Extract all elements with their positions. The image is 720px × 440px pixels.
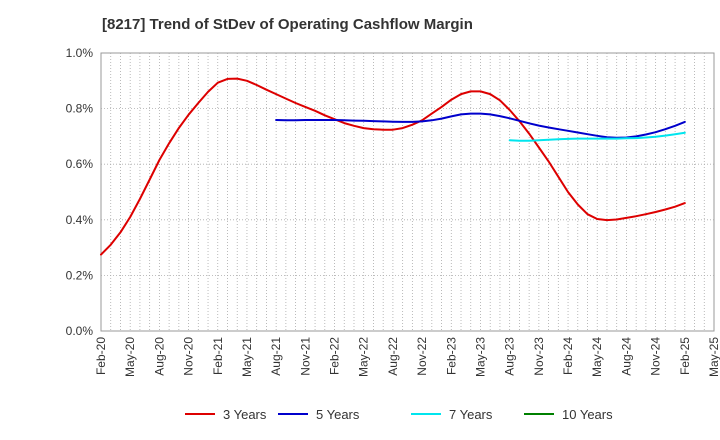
- legend-label: 7 Years: [449, 407, 493, 422]
- legend-label: 5 Years: [316, 407, 360, 422]
- x-tick-label: Nov-22: [415, 337, 429, 376]
- x-tick-label: Aug-23: [503, 337, 517, 376]
- legend: 3 Years 5 Years 7 Years 10 Years: [185, 407, 613, 422]
- y-tick-label: 0.8%: [66, 102, 94, 116]
- x-tick-label: May-24: [590, 337, 604, 377]
- chart-title: [8217] Trend of StDev of Operating Cashf…: [102, 16, 473, 33]
- series-layer: [100, 77, 686, 256]
- y-tick-label: 0.2%: [66, 268, 94, 282]
- series-line-7-years: [508, 131, 686, 142]
- x-tick-label: Feb-25: [678, 337, 692, 375]
- x-tick-label: May-20: [123, 337, 137, 377]
- x-tick-label: Feb-21: [211, 337, 225, 375]
- x-tick-label: May-25: [707, 337, 720, 377]
- x-tick-label: Nov-23: [532, 337, 546, 376]
- y-tick-label: 0.0%: [66, 324, 94, 338]
- y-tick-label: 1.0%: [66, 46, 94, 60]
- x-tick-label: May-21: [240, 337, 254, 377]
- legend-label: 3 Years: [223, 407, 267, 422]
- x-tick-label: Aug-21: [269, 337, 283, 376]
- plot-area: [100, 52, 715, 332]
- x-tick-label: Nov-24: [649, 337, 663, 376]
- y-tick-label: 0.4%: [66, 213, 94, 227]
- x-tick-label: Feb-24: [561, 337, 575, 375]
- x-tick-label: Aug-20: [152, 337, 166, 376]
- x-tick-label: May-23: [473, 337, 487, 377]
- x-tick-label: Aug-24: [619, 337, 633, 376]
- x-tick-label: Nov-21: [298, 337, 312, 376]
- grid-layer: [100, 52, 715, 332]
- x-tick-label: Feb-22: [328, 337, 342, 375]
- y-tick-label: 0.6%: [66, 157, 94, 171]
- x-tick-label: Feb-23: [444, 337, 458, 375]
- x-tick-label: May-22: [357, 337, 371, 377]
- x-tick-label: Aug-22: [386, 337, 400, 376]
- x-tick-label: Nov-20: [182, 337, 196, 376]
- x-tick-label: Feb-20: [94, 337, 108, 375]
- axis-layer: 0.0% 0.2% 0.4% 0.6% 0.8% 1.0% Feb-20 May-20 Aug-…: [66, 46, 720, 377]
- legend-label: 10 Years: [562, 407, 613, 422]
- series-line-3-years: [100, 77, 686, 256]
